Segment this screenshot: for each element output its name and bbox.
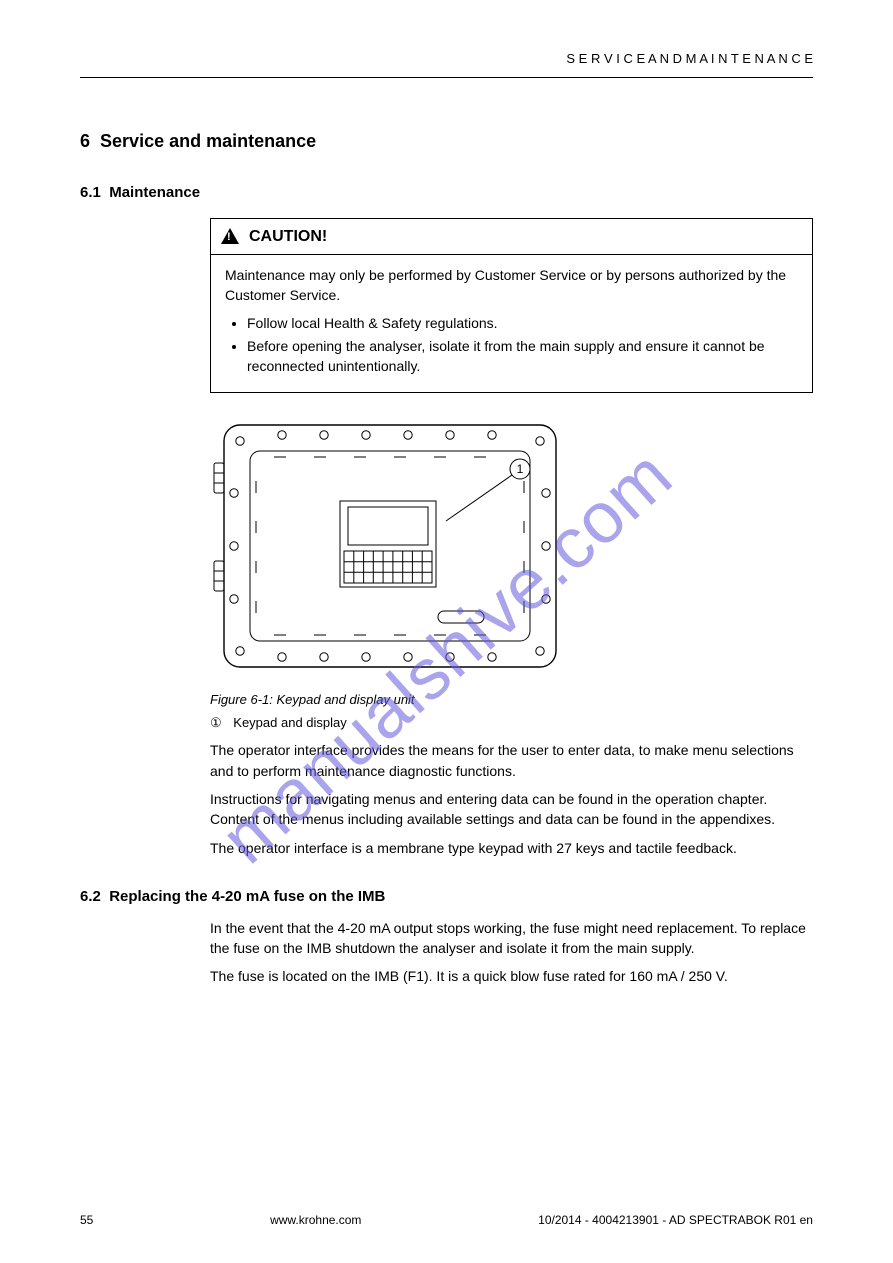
caution-box: CAUTION! Maintenance may only be perform…: [210, 218, 813, 394]
legend-text: Keypad and display: [233, 715, 346, 730]
footer-revision: 10/2014 - 4004213901 - AD SPECTRABOK R01…: [538, 1212, 813, 1229]
callout-number: 1: [517, 462, 524, 476]
legend-marker: ①: [210, 714, 222, 733]
caution-list: Follow local Health & Safety regulations…: [225, 313, 798, 376]
caution-label: CAUTION!: [249, 225, 327, 248]
subsection-maintenance: 6.1 Maintenance: [80, 182, 813, 204]
caution-point: Follow local Health & Safety regulations…: [247, 313, 798, 333]
footer: 55 www.krohne.com 10/2014 - 4004213901 -…: [80, 1212, 813, 1229]
caution-body: Maintenance may only be performed by Cus…: [211, 255, 812, 392]
caution-lead: Maintenance may only be performed by Cus…: [225, 265, 798, 306]
section-number: 6: [80, 131, 90, 151]
footer-docref: www.krohne.com: [270, 1212, 361, 1229]
body-para: The fuse is located on the IMB (F1). It …: [210, 966, 813, 986]
breadcrumb: S E R V I C E A N D M A I N T E N A N C …: [80, 50, 813, 69]
caution-header: CAUTION!: [211, 219, 812, 255]
caution-point: Before opening the analyser, isolate it …: [247, 336, 798, 377]
body-para: The operator interface is a membrane typ…: [210, 838, 813, 858]
body-para: Instructions for navigating menus and en…: [210, 789, 813, 830]
figure-caption-text: Keypad and display unit: [277, 692, 415, 707]
sub-number: 6.2: [80, 888, 101, 905]
page-number: 55: [80, 1212, 93, 1229]
figure-caption-label: Figure 6-1:: [210, 692, 273, 707]
figure-caption: Figure 6-1: Keypad and display unit: [210, 691, 813, 710]
subsection-replacing-fuse: 6.2 Replacing the 4-20 mA fuse on the IM…: [80, 886, 813, 908]
warning-triangle-icon: [221, 228, 239, 244]
body-para: The operator interface provides the mean…: [210, 740, 813, 781]
sub-title: Maintenance: [109, 184, 200, 201]
section-title: Service and maintenance: [100, 131, 316, 151]
device-diagram: 1: [210, 411, 570, 681]
body-para: In the event that the 4-20 mA output sto…: [210, 918, 813, 959]
header: S E R V I C E A N D M A I N T E N A N C …: [80, 50, 813, 78]
sub-number: 6.1: [80, 184, 101, 201]
sub-title: Replacing the 4-20 mA fuse on the IMB: [109, 888, 385, 905]
figure-legend: ① Keypad and display: [210, 714, 813, 733]
section-heading: 6 Service and maintenance: [80, 128, 813, 154]
figure: 1 Figure 6-1: Keypad and display unit ① …: [210, 411, 813, 732]
